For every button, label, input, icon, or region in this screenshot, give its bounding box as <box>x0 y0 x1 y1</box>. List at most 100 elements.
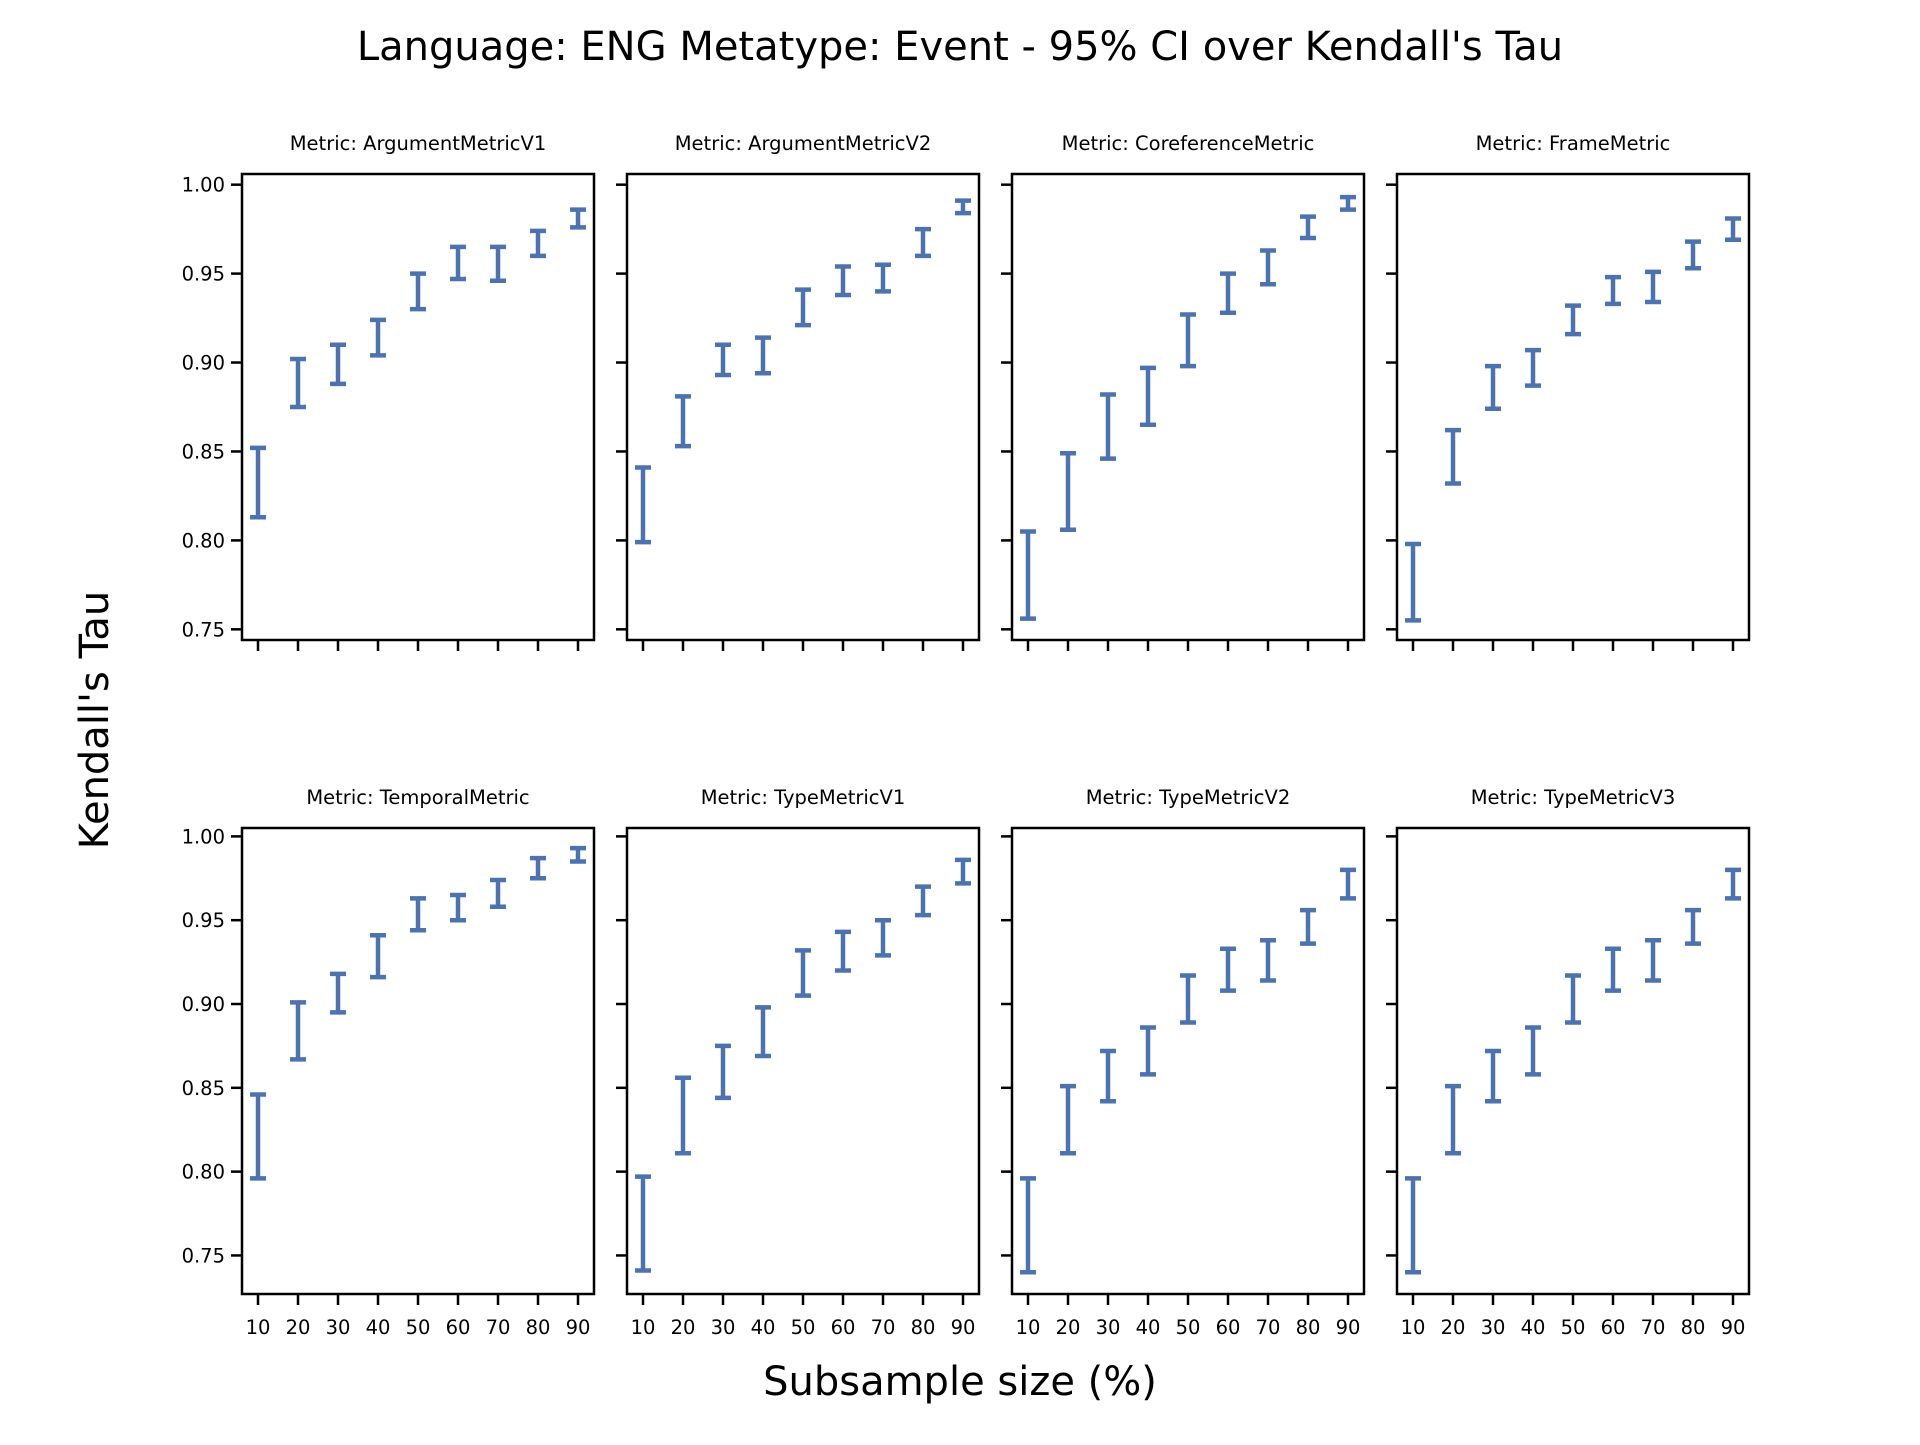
x-tick-label: 70 <box>871 1316 896 1339</box>
x-tick-label: 70 <box>486 1316 511 1339</box>
ci-bar <box>570 845 586 864</box>
ci-bar <box>370 933 386 980</box>
x-tick-label: 10 <box>246 1316 271 1339</box>
ci-bar <box>1180 973 1196 1025</box>
ci-bar <box>250 1092 266 1181</box>
ci-bar <box>490 877 506 910</box>
ci-bar <box>795 287 811 328</box>
x-tick-label: 90 <box>566 1316 591 1339</box>
ci-bar <box>1180 312 1196 369</box>
x-tick-label: 30 <box>711 1316 736 1339</box>
panel: Metric: TypeMetricV1 10 20 30 40 50 60 70 80 90 <box>616 786 981 1339</box>
x-tick-label: 50 <box>791 1316 816 1339</box>
ci-bar <box>1445 427 1461 486</box>
ci-bar <box>1605 274 1621 307</box>
x-tick-label: 80 <box>911 1316 936 1339</box>
panel-frame <box>625 826 981 1296</box>
ci-bar <box>490 244 506 283</box>
x-tick-label: 70 <box>1641 1316 1666 1339</box>
x-tick-label: 20 <box>671 1316 696 1339</box>
panel: Metric: TypeMetricV3 10 20 30 40 50 60 70 80 90 <box>1386 786 1751 1339</box>
x-tick-label: 60 <box>446 1316 471 1339</box>
panel-title: Metric: TypeMetricV3 <box>1471 786 1676 809</box>
ci-bar <box>835 929 851 973</box>
x-tick-label: 60 <box>1216 1316 1241 1339</box>
x-tick-label: 40 <box>751 1316 776 1339</box>
panel: Metric: ArgumentMetricV2 <box>616 132 981 651</box>
ci-bar <box>1340 194 1356 212</box>
x-tick-label: 60 <box>831 1316 856 1339</box>
ci-bar <box>1100 392 1116 461</box>
y-tick-label: 0.95 <box>182 909 225 932</box>
ci-bar <box>530 228 546 259</box>
ci-bar <box>1020 1176 1036 1275</box>
ci-bar <box>715 342 731 378</box>
ci-bar <box>955 198 971 216</box>
ci-bar <box>1725 216 1741 243</box>
ci-bar <box>1525 347 1541 388</box>
y-axis-label: Kendall's Tau <box>72 591 118 850</box>
x-axis-label: Subsample size (%) <box>763 1359 1157 1405</box>
ci-bar <box>675 1075 691 1156</box>
panel-frame <box>240 826 596 1296</box>
ci-bar <box>955 857 971 886</box>
ci-bar <box>675 394 691 449</box>
ci-bar <box>635 465 651 545</box>
ci-bar <box>290 1000 306 1062</box>
ci-bar <box>1060 1083 1076 1156</box>
ci-bar <box>250 445 266 520</box>
panel-title: Metric: ArgumentMetricV2 <box>675 132 932 155</box>
ci-bar <box>755 1005 771 1059</box>
ci-bar <box>1260 248 1276 287</box>
y-tick-label: 0.85 <box>182 1077 225 1100</box>
x-tick-label: 90 <box>1336 1316 1361 1339</box>
x-tick-label: 30 <box>326 1316 351 1339</box>
y-tick-label: 1.00 <box>182 174 225 197</box>
ci-bar <box>370 317 386 358</box>
ci-bar <box>795 948 811 998</box>
ci-bar <box>915 226 931 259</box>
y-tick-label: 0.80 <box>182 529 225 552</box>
ci-bar <box>1340 867 1356 901</box>
ci-bar <box>835 264 851 298</box>
ci-bar <box>290 356 306 410</box>
ci-bar <box>1140 1025 1156 1077</box>
ci-bar <box>1060 450 1076 532</box>
ci-bar <box>410 271 426 312</box>
ci-bar <box>450 244 466 282</box>
panels: Metric: ArgumentMetricV1 0.75 0.80 0.85 0.90… <box>182 132 1751 1339</box>
ci-bar <box>1725 867 1741 901</box>
ci-bar <box>1300 214 1316 241</box>
ci-bar <box>1485 363 1501 412</box>
panel: Metric: CoreferenceMetric <box>1001 132 1366 651</box>
ci-bar <box>1020 529 1036 621</box>
ci-bar <box>1605 946 1621 993</box>
ci-bar <box>1525 1025 1541 1077</box>
ci-bar <box>1485 1048 1501 1104</box>
x-tick-label: 90 <box>1721 1316 1746 1339</box>
x-tick-label: 10 <box>1401 1316 1426 1339</box>
ci-bar <box>875 917 891 958</box>
x-tick-label: 20 <box>1056 1316 1081 1339</box>
x-tick-label: 20 <box>286 1316 311 1339</box>
x-tick-label: 40 <box>1136 1316 1161 1339</box>
x-tick-label: 70 <box>1256 1316 1281 1339</box>
ci-bar <box>755 335 771 376</box>
ci-bar <box>1685 239 1701 271</box>
y-tick-label: 0.90 <box>182 352 225 375</box>
x-tick-label: 20 <box>1441 1316 1466 1339</box>
panel-frame <box>1395 172 1751 642</box>
chart-title: Language: ENG Metatype: Event - 95% CI o… <box>357 24 1563 70</box>
ci-bar <box>1565 973 1581 1025</box>
panel-frame <box>625 172 981 642</box>
ci-bar <box>1100 1048 1116 1104</box>
y-tick-label: 0.85 <box>182 440 225 463</box>
ci-bar <box>1140 365 1156 428</box>
x-tick-label: 90 <box>951 1316 976 1339</box>
panel: Metric: TemporalMetric 0.75 0.80 0.85 0.90 0.… <box>182 786 596 1339</box>
panel-frame <box>1395 826 1751 1296</box>
ci-bar <box>915 884 931 918</box>
ci-bar <box>1445 1083 1461 1156</box>
x-tick-label: 40 <box>1521 1316 1546 1339</box>
